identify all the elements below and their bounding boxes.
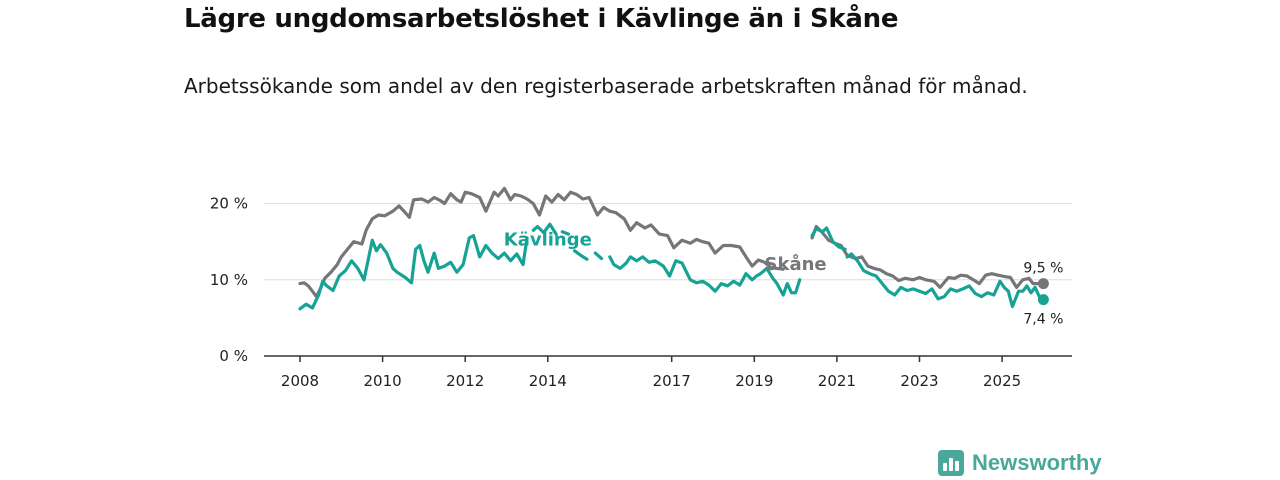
x-tick-label: 2014 (529, 372, 567, 390)
series-annotations: Kävlinge Skåne (504, 230, 827, 275)
x-tick-label: 2019 (735, 372, 773, 390)
series-lines: 9,5 % 7,4 % (298, 186, 1063, 328)
y-tick-label: 20 % (210, 195, 248, 213)
series-line-kävlinge-2020-2021 (810, 226, 847, 251)
end-point-marker (1037, 278, 1049, 290)
y-axis-ticks: 0 % 10 % 20 % (210, 195, 248, 365)
y-tick-label: 10 % (210, 271, 248, 289)
end-value-label: 7,4 % (1023, 312, 1063, 328)
x-tick-label: 2012 (446, 372, 484, 390)
brand-name: Newsworthy (972, 450, 1102, 475)
newsworthy-logo: Newsworthy (938, 450, 1102, 476)
x-tick-label: 2017 (653, 372, 691, 390)
x-tick-label: 2023 (900, 372, 938, 390)
end-point-marker (1037, 294, 1049, 306)
x-tick-label: 2008 (281, 372, 319, 390)
x-axis-ticks: 2008 2010 2012 2014 2017 2019 2021 2023 2025 (281, 356, 1021, 390)
x-tick-label: 2010 (364, 372, 402, 390)
gridlines (264, 203, 1072, 281)
x-tick-label: 2025 (983, 372, 1021, 390)
chart-subtitle: Arbetssökande som andel av den registerb… (184, 74, 1028, 98)
y-tick-label: 0 % (219, 347, 248, 365)
bar-chart-icon (938, 450, 964, 476)
series-line-kävlinge (298, 222, 1045, 311)
x-tick-label: 2021 (818, 372, 856, 390)
chart-title: Lägre ungdomsarbetslöshet i Kävlinge än … (184, 4, 899, 34)
series-name-label: Skåne (765, 253, 827, 275)
end-value-label: 9,5 % (1023, 261, 1063, 277)
series-name-label: Kävlinge (504, 230, 592, 251)
